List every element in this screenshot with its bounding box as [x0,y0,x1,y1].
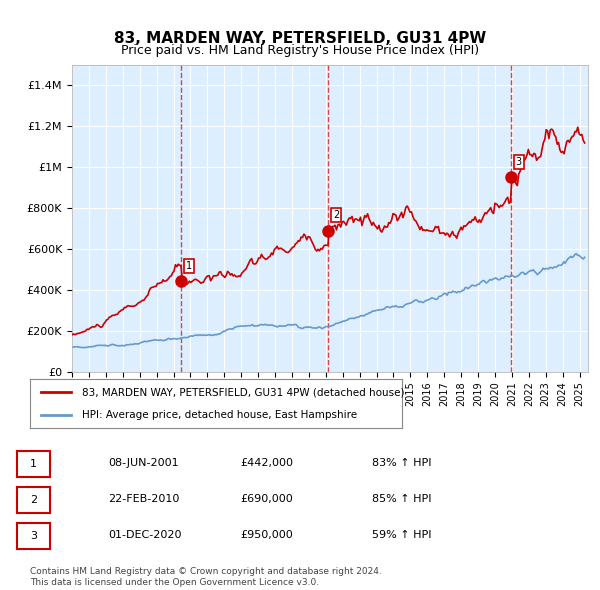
Text: 83% ↑ HPI: 83% ↑ HPI [372,458,431,468]
Text: 2: 2 [333,210,339,220]
Text: 22-FEB-2010: 22-FEB-2010 [108,494,179,503]
Text: 83, MARDEN WAY, PETERSFIELD, GU31 4PW: 83, MARDEN WAY, PETERSFIELD, GU31 4PW [114,31,486,46]
Text: HPI: Average price, detached house, East Hampshire: HPI: Average price, detached house, East… [82,409,357,419]
Text: 08-JUN-2001: 08-JUN-2001 [108,458,179,468]
Text: 85% ↑ HPI: 85% ↑ HPI [372,494,431,503]
Text: 01-DEC-2020: 01-DEC-2020 [108,530,182,540]
Text: 59% ↑ HPI: 59% ↑ HPI [372,530,431,540]
Text: Contains HM Land Registry data © Crown copyright and database right 2024.
This d: Contains HM Land Registry data © Crown c… [30,568,382,586]
Text: 1: 1 [186,261,192,271]
Text: 2: 2 [30,495,37,504]
Text: 3: 3 [515,157,522,167]
Text: Price paid vs. HM Land Registry's House Price Index (HPI): Price paid vs. HM Land Registry's House … [121,44,479,57]
Text: £690,000: £690,000 [240,494,293,503]
Text: 3: 3 [30,532,37,541]
Text: 1: 1 [30,460,37,469]
Text: £442,000: £442,000 [240,458,293,468]
Text: 83, MARDEN WAY, PETERSFIELD, GU31 4PW (detached house): 83, MARDEN WAY, PETERSFIELD, GU31 4PW (d… [82,388,404,398]
Text: £950,000: £950,000 [240,530,293,540]
